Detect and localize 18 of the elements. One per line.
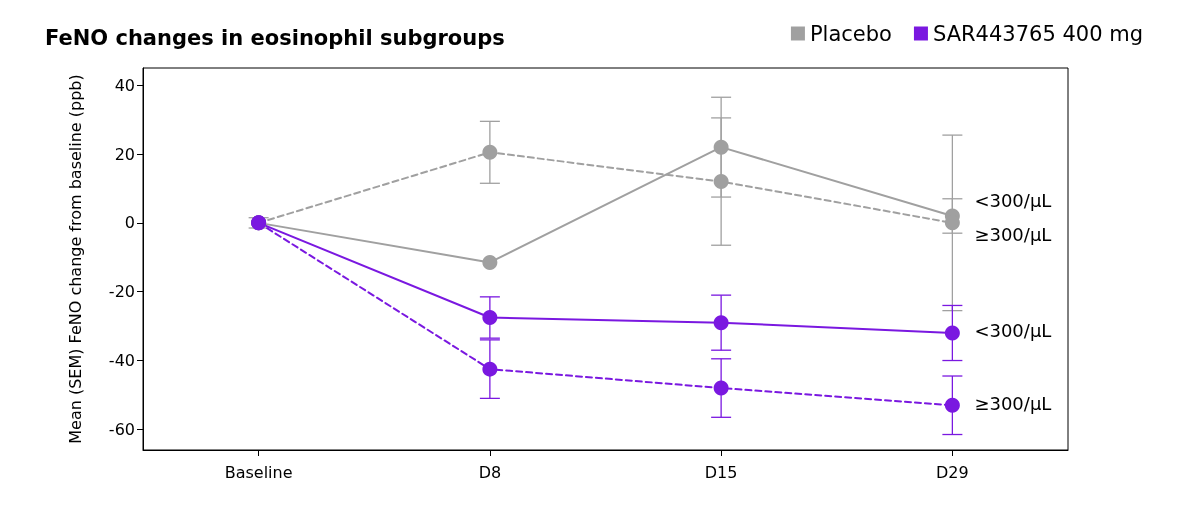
annotation: ≥300/μL — [974, 392, 1052, 414]
annotation: <300/μL — [974, 320, 1052, 342]
x-tick-label: D15 — [704, 462, 738, 482]
chart-title: FeNO changes in eosinophil subgroups — [45, 25, 505, 50]
x-tick-label: D29 — [936, 462, 969, 482]
annotation: ≥300/μL — [974, 223, 1052, 245]
y-tick-label: 0 — [124, 213, 135, 233]
y-tick-label: -60 — [108, 419, 135, 439]
legend-label: SAR443765 400 mg — [932, 21, 1143, 46]
annotation: <300/μL — [974, 189, 1052, 211]
y-tick-label: 20 — [114, 144, 135, 164]
y-tick-label: 40 — [114, 75, 135, 95]
legend-label: Placebo — [809, 21, 892, 46]
x-tick-label: D8 — [478, 462, 502, 482]
y-axis-title: Mean (SEM) FeNO change from baseline (ppb) — [65, 74, 85, 444]
y-tick-label: -40 — [108, 351, 135, 371]
y-tick-label: -20 — [108, 282, 135, 302]
x-tick-label: Baseline — [224, 462, 293, 482]
